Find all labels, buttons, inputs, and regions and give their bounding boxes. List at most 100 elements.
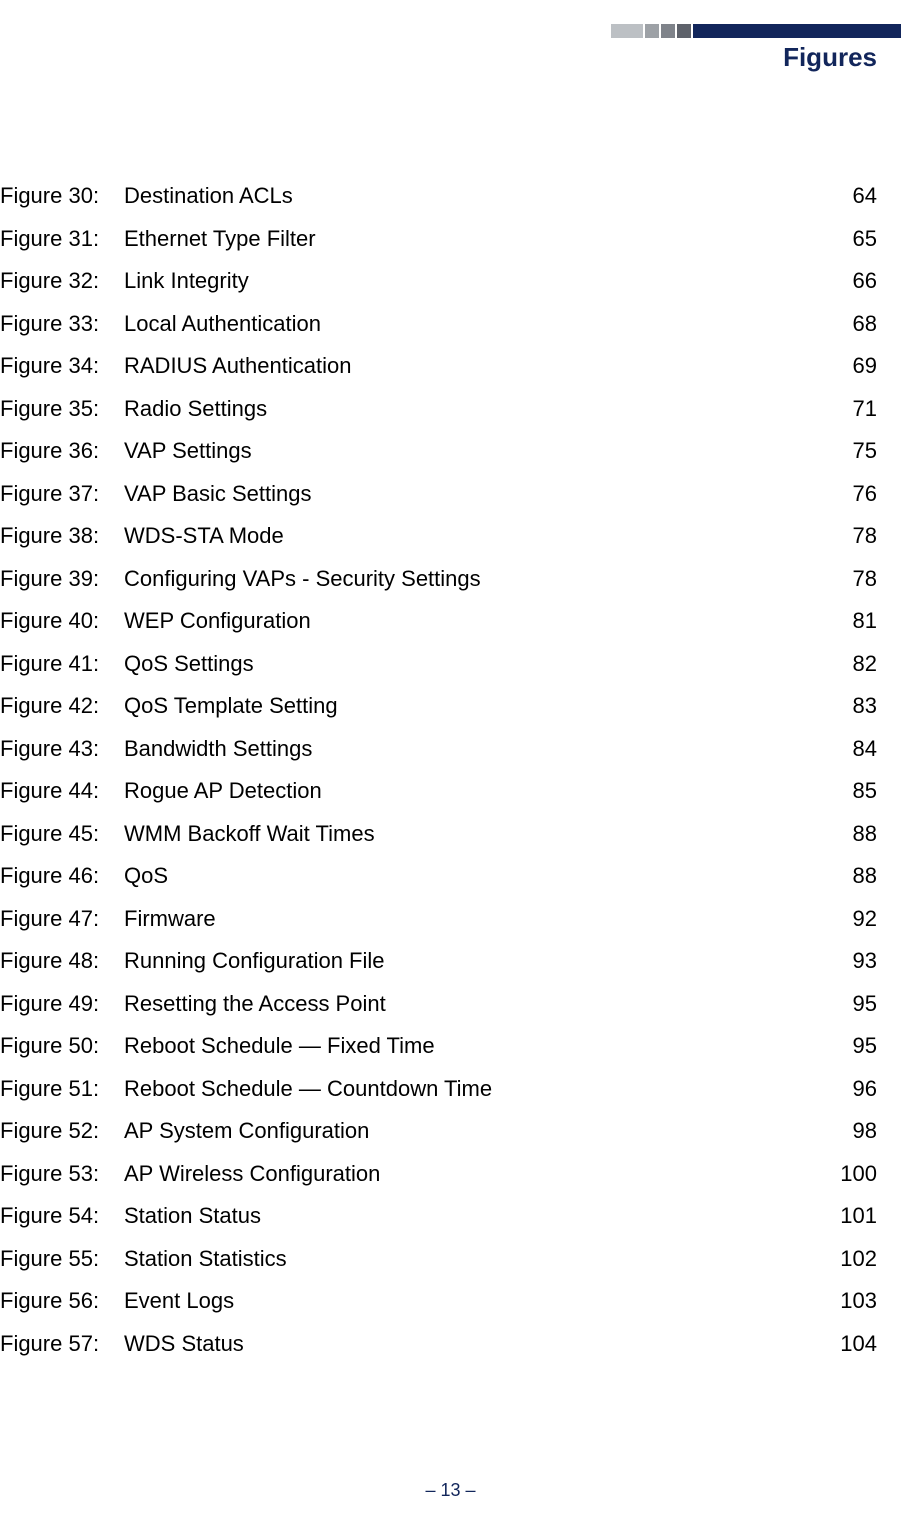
figure-ref: Figure 33: [0, 313, 124, 335]
figure-entry: Figure 39:Configuring VAPs - Security Se… [0, 568, 877, 590]
figure-title: Firmware [124, 908, 817, 930]
figure-title: WDS Status [124, 1333, 817, 1355]
figure-page: 78 [817, 568, 877, 590]
figure-entry: Figure 53:AP Wireless Configuration100 [0, 1163, 877, 1185]
figure-entry: Figure 43:Bandwidth Settings84 [0, 738, 877, 760]
figure-entry: Figure 48:Running Configuration File93 [0, 950, 877, 972]
figure-page: 82 [817, 653, 877, 675]
figure-title: QoS Template Setting [124, 695, 817, 717]
figure-ref: Figure 55: [0, 1248, 124, 1270]
figure-ref: Figure 50: [0, 1035, 124, 1057]
figure-entry: Figure 44:Rogue AP Detection85 [0, 780, 877, 802]
figure-entry: Figure 32:Link Integrity66 [0, 270, 877, 292]
figure-page: 92 [817, 908, 877, 930]
figure-title: WEP Configuration [124, 610, 817, 632]
figure-page: 75 [817, 440, 877, 462]
figure-page: 65 [817, 228, 877, 250]
figure-entry: Figure 31:Ethernet Type Filter65 [0, 228, 877, 250]
figure-ref: Figure 47: [0, 908, 124, 930]
figure-title: Station Statistics [124, 1248, 817, 1270]
figure-ref: Figure 40: [0, 610, 124, 632]
figure-ref: Figure 53: [0, 1163, 124, 1185]
figure-title: Resetting the Access Point [124, 993, 817, 1015]
figure-ref: Figure 56: [0, 1290, 124, 1312]
figure-ref: Figure 54: [0, 1205, 124, 1227]
figure-entry: Figure 46:QoS88 [0, 865, 877, 887]
figure-title: WDS-STA Mode [124, 525, 817, 547]
figure-ref: Figure 35: [0, 398, 124, 420]
figure-ref: Figure 38: [0, 525, 124, 547]
figure-page: 85 [817, 780, 877, 802]
header-accent-block [611, 24, 643, 38]
figure-ref: Figure 48: [0, 950, 124, 972]
figure-page: 66 [817, 270, 877, 292]
figure-page: 98 [817, 1120, 877, 1142]
figure-page: 93 [817, 950, 877, 972]
figure-page: 96 [817, 1078, 877, 1100]
figure-entry: Figure 47:Firmware92 [0, 908, 877, 930]
figure-ref: Figure 37: [0, 483, 124, 505]
figure-entry: Figure 40:WEP Configuration81 [0, 610, 877, 632]
figure-ref: Figure 43: [0, 738, 124, 760]
figure-entry: Figure 37:VAP Basic Settings76 [0, 483, 877, 505]
figure-page: 100 [817, 1163, 877, 1185]
figure-title: Destination ACLs [124, 185, 817, 207]
figure-title: Radio Settings [124, 398, 817, 420]
figure-title: VAP Basic Settings [124, 483, 817, 505]
figure-page: 103 [817, 1290, 877, 1312]
figure-page: 88 [817, 865, 877, 887]
figure-entry: Figure 42:QoS Template Setting83 [0, 695, 877, 717]
figure-page: 84 [817, 738, 877, 760]
figure-ref: Figure 41: [0, 653, 124, 675]
figure-entry: Figure 33:Local Authentication68 [0, 313, 877, 335]
figure-page: 102 [817, 1248, 877, 1270]
figure-title: QoS Settings [124, 653, 817, 675]
header-blue-bar [693, 24, 901, 38]
figure-entry: Figure 38:WDS-STA Mode78 [0, 525, 877, 547]
figure-entry: Figure 51:Reboot Schedule — Countdown Ti… [0, 1078, 877, 1100]
figure-ref: Figure 51: [0, 1078, 124, 1100]
figure-page: 76 [817, 483, 877, 505]
figure-ref: Figure 45: [0, 823, 124, 845]
figure-ref: Figure 42: [0, 695, 124, 717]
figure-title: Rogue AP Detection [124, 780, 817, 802]
figure-ref: Figure 57: [0, 1333, 124, 1355]
figure-entry: Figure 34:RADIUS Authentication69 [0, 355, 877, 377]
figure-entry: Figure 55:Station Statistics102 [0, 1248, 877, 1270]
figure-ref: Figure 32: [0, 270, 124, 292]
figure-title: Ethernet Type Filter [124, 228, 817, 250]
figure-entry: Figure 50:Reboot Schedule — Fixed Time95 [0, 1035, 877, 1057]
figure-entry: Figure 30:Destination ACLs64 [0, 185, 877, 207]
page: Figures Figure 30:Destination ACLs64Figu… [0, 0, 901, 1535]
figure-title: RADIUS Authentication [124, 355, 817, 377]
figure-page: 68 [817, 313, 877, 335]
figure-entry: Figure 45:WMM Backoff Wait Times88 [0, 823, 877, 845]
figure-entry: Figure 36:VAP Settings75 [0, 440, 877, 462]
header-bar: Figures [0, 24, 901, 50]
figure-title: QoS [124, 865, 817, 887]
figure-ref: Figure 52: [0, 1120, 124, 1142]
figure-title: WMM Backoff Wait Times [124, 823, 817, 845]
figure-ref: Figure 30: [0, 185, 124, 207]
figures-list: Figure 30:Destination ACLs64 Figure 31:Et… [0, 185, 877, 1375]
figure-title: Event Logs [124, 1290, 817, 1312]
figure-ref: Figure 39: [0, 568, 124, 590]
figure-page: 71 [817, 398, 877, 420]
figure-entry: Figure 57:WDS Status104 [0, 1333, 877, 1355]
page-number: – 13 – [0, 1480, 901, 1501]
figure-title: Bandwidth Settings [124, 738, 817, 760]
figure-title: Station Status [124, 1205, 817, 1227]
figure-entry: Figure 54:Station Status101 [0, 1205, 877, 1227]
figure-entry: Figure 49:Resetting the Access Point95 [0, 993, 877, 1015]
figure-entry: Figure 41:QoS Settings82 [0, 653, 877, 675]
figure-page: 104 [817, 1333, 877, 1355]
section-title: Figures [783, 42, 877, 73]
figure-page: 83 [817, 695, 877, 717]
figure-page: 64 [817, 185, 877, 207]
figure-title: AP System Configuration [124, 1120, 817, 1142]
figure-ref: Figure 49: [0, 993, 124, 1015]
figure-ref: Figure 31: [0, 228, 124, 250]
figure-page: 101 [817, 1205, 877, 1227]
figure-page: 78 [817, 525, 877, 547]
figure-entry: Figure 56:Event Logs103 [0, 1290, 877, 1312]
